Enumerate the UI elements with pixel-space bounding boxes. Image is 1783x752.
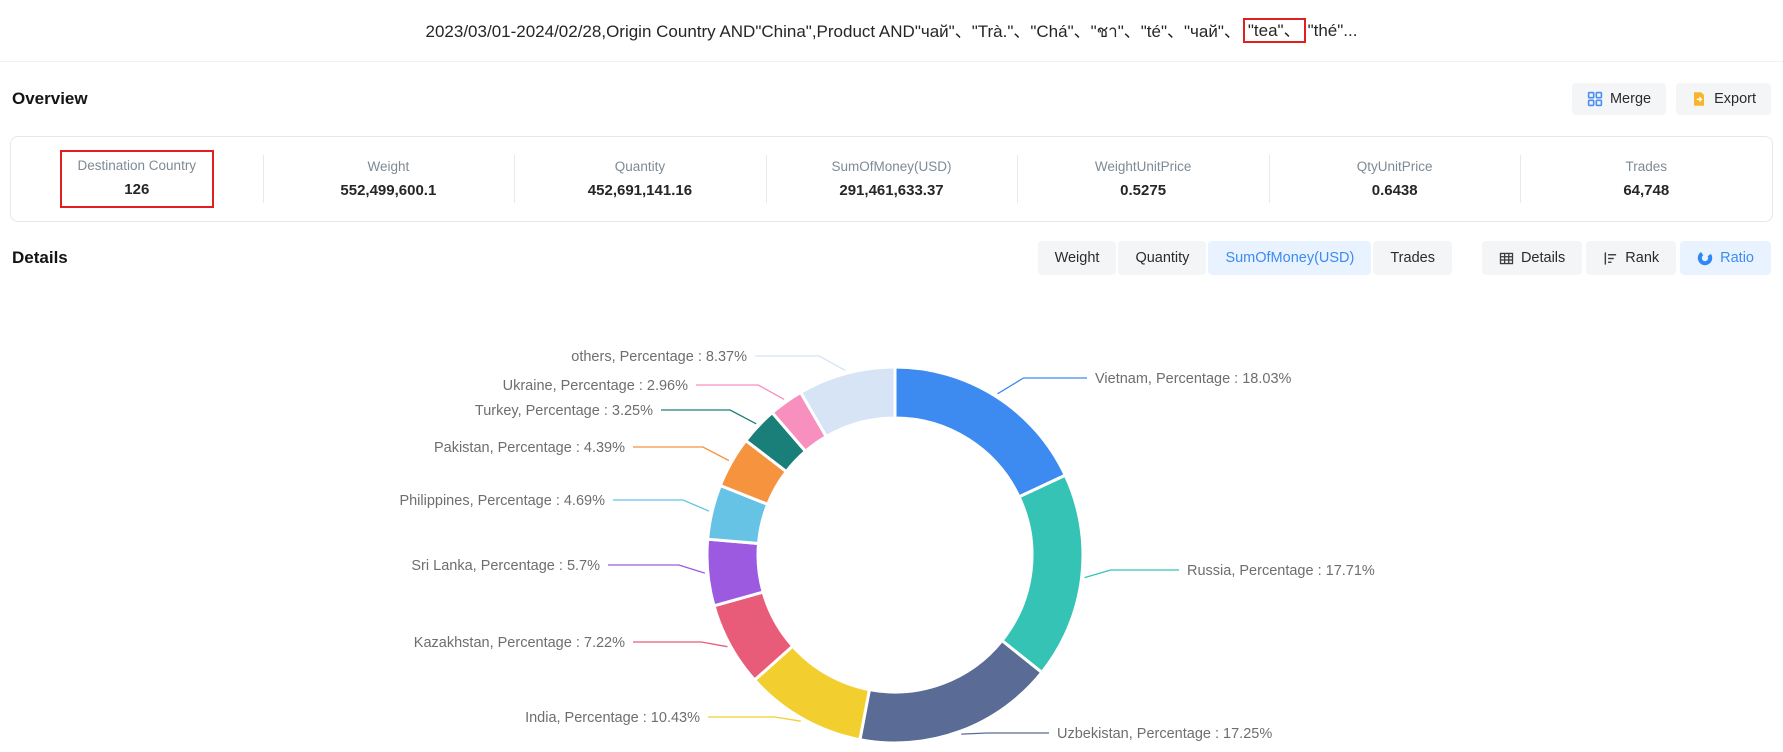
pie-label-india: India, Percentage : 10.43%	[525, 710, 700, 726]
ratio-chart-area: Vietnam, Percentage : 18.03% Russia, Perc…	[0, 280, 1783, 752]
pie-label-line-philippines	[613, 499, 710, 512]
pie-label-kazakhstan: Kazakhstan, Percentage : 7.22%	[414, 635, 625, 651]
export-button-label: Export	[1714, 91, 1756, 107]
stat-trades: Trades 64,748	[1520, 137, 1772, 221]
query-title-prefix: 2023/03/01-2024/02/28,Origin Country AND…	[425, 21, 1241, 41]
pie-label-sri-lanka: Sri Lanka, Percentage : 5.7%	[411, 558, 600, 574]
stat-label: Weight	[367, 159, 410, 174]
stat-weight-unit-price: WeightUnitPrice 0.5275	[1017, 137, 1269, 221]
stat-sum-of-money: SumOfMoney(USD) 291,461,633.37	[765, 137, 1018, 221]
merge-icon	[1587, 91, 1603, 107]
stat-qty-unit-price: QtyUnitPrice 0.6438	[1268, 137, 1521, 221]
pie-label-line-turkey	[661, 409, 757, 425]
pie-label-line-india	[708, 716, 801, 722]
stat-highlight-box: Destination Country 126	[59, 150, 215, 208]
stat-quantity: Quantity 452,691,141.16	[514, 137, 766, 221]
pie-label-uzbekistan: Uzbekistan, Percentage : 17.25%	[1057, 726, 1272, 742]
overview-heading: Overview	[12, 89, 88, 108]
stat-value: 64,748	[1623, 182, 1670, 199]
rank-icon	[1603, 251, 1618, 266]
view-tab-group: Details Rank Ratio	[1481, 241, 1771, 275]
metric-tab-group: Weight Quantity SumOfMoney(USD) Trades	[1037, 241, 1452, 275]
overview-stats-card: Destination Country 126 Weight 552,499,6…	[10, 136, 1773, 222]
donut-icon	[1697, 250, 1713, 266]
overview-row: Overview Merge Export	[0, 62, 1783, 136]
ratio-pie-chart: Vietnam, Percentage : 18.03% Russia, Perc…	[399, 349, 1375, 745]
pie-label-line-uzbekistan	[961, 732, 1049, 735]
pie-label-turkey: Turkey, Percentage : 3.25%	[475, 403, 653, 419]
pie-slice-vietnam[interactable]	[893, 365, 1067, 499]
stat-label: Destination Country	[77, 158, 197, 173]
pie-slice-others[interactable]	[799, 365, 897, 439]
query-title-bar: 2023/03/01-2024/02/28,Origin Country AND…	[0, 0, 1783, 62]
tab-sum-of-money[interactable]: SumOfMoney(USD)	[1208, 241, 1372, 275]
tab-details-view[interactable]: Details	[1481, 241, 1583, 275]
pie-label-line-russia	[1084, 569, 1179, 579]
tab-rank-label: Rank	[1625, 250, 1660, 266]
pie-label-vietnam: Vietnam, Percentage : 18.03%	[1095, 371, 1292, 387]
tab-details-label: Details	[1520, 250, 1566, 266]
pie-slice-sri-lanka[interactable]	[705, 537, 765, 608]
stat-weight: Weight 552,499,600.1	[262, 137, 515, 221]
stat-value: 0.6438	[1371, 182, 1418, 199]
details-row: Details Weight Quantity SumOfMoney(USD) …	[0, 236, 1783, 280]
details-heading: Details	[12, 248, 68, 267]
tab-quantity[interactable]: Quantity	[1118, 241, 1207, 275]
pie-label-line-vietnam	[997, 377, 1087, 395]
stat-label: SumOfMoney(USD)	[831, 159, 952, 174]
pie-label-russia: Russia, Percentage : 17.71%	[1187, 563, 1375, 579]
pie-label-pakistan: Pakistan, Percentage : 4.39%	[434, 440, 625, 456]
pie-label-philippines: Philippines, Percentage : 4.69%	[399, 493, 605, 509]
stat-value: 0.5275	[1120, 182, 1167, 199]
stat-value: 452,691,141.16	[587, 182, 693, 199]
tab-rank-view[interactable]: Rank	[1586, 241, 1677, 275]
stat-label: WeightUnitPrice	[1094, 159, 1192, 174]
pie-label-line-ukraine	[696, 384, 785, 400]
pie-label-ukraine: Ukraine, Percentage : 2.96%	[503, 378, 688, 394]
merge-button-label: Merge	[1609, 91, 1652, 107]
tab-weight[interactable]: Weight	[1037, 241, 1117, 275]
pie-label-line-others	[755, 355, 846, 372]
table-icon	[1499, 251, 1514, 266]
pie-label-line-kazakhstan	[633, 641, 728, 648]
stat-value: 552,499,600.1	[340, 182, 437, 199]
stat-destination-country: Destination Country 126	[11, 137, 263, 221]
tab-ratio-label: Ratio	[1720, 250, 1754, 266]
pie-label-line-sri-lanka	[608, 564, 706, 574]
query-keyword-highlight-box: "tea"、	[1242, 17, 1306, 44]
details-toolbar: Weight Quantity SumOfMoney(USD) Trades D…	[1037, 241, 1771, 275]
stat-label: Quantity	[614, 159, 666, 174]
pie-slice-russia[interactable]	[1000, 473, 1085, 674]
stat-value: 291,461,633.37	[839, 182, 944, 199]
stat-value: 126	[124, 181, 150, 198]
export-button[interactable]: Export	[1676, 83, 1771, 115]
stat-label: Trades	[1625, 159, 1668, 174]
query-title-suffix: "thé"...	[1307, 20, 1358, 40]
tab-ratio-view[interactable]: Ratio	[1680, 241, 1771, 275]
pie-slice-uzbekistan[interactable]	[858, 639, 1044, 745]
pie-label-others: others, Percentage : 8.37%	[571, 349, 747, 365]
overview-toolbar: Merge Export	[1571, 83, 1771, 115]
tab-trades[interactable]: Trades	[1373, 241, 1452, 275]
export-icon	[1691, 91, 1707, 107]
merge-button[interactable]: Merge	[1571, 83, 1667, 115]
pie-label-line-pakistan	[633, 446, 730, 462]
stat-label: QtyUnitPrice	[1356, 159, 1433, 174]
query-keyword-tea: "tea"、	[1247, 20, 1301, 40]
